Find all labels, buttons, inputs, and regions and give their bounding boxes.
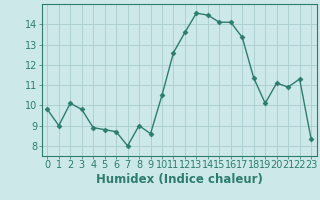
X-axis label: Humidex (Indice chaleur): Humidex (Indice chaleur): [96, 173, 263, 186]
